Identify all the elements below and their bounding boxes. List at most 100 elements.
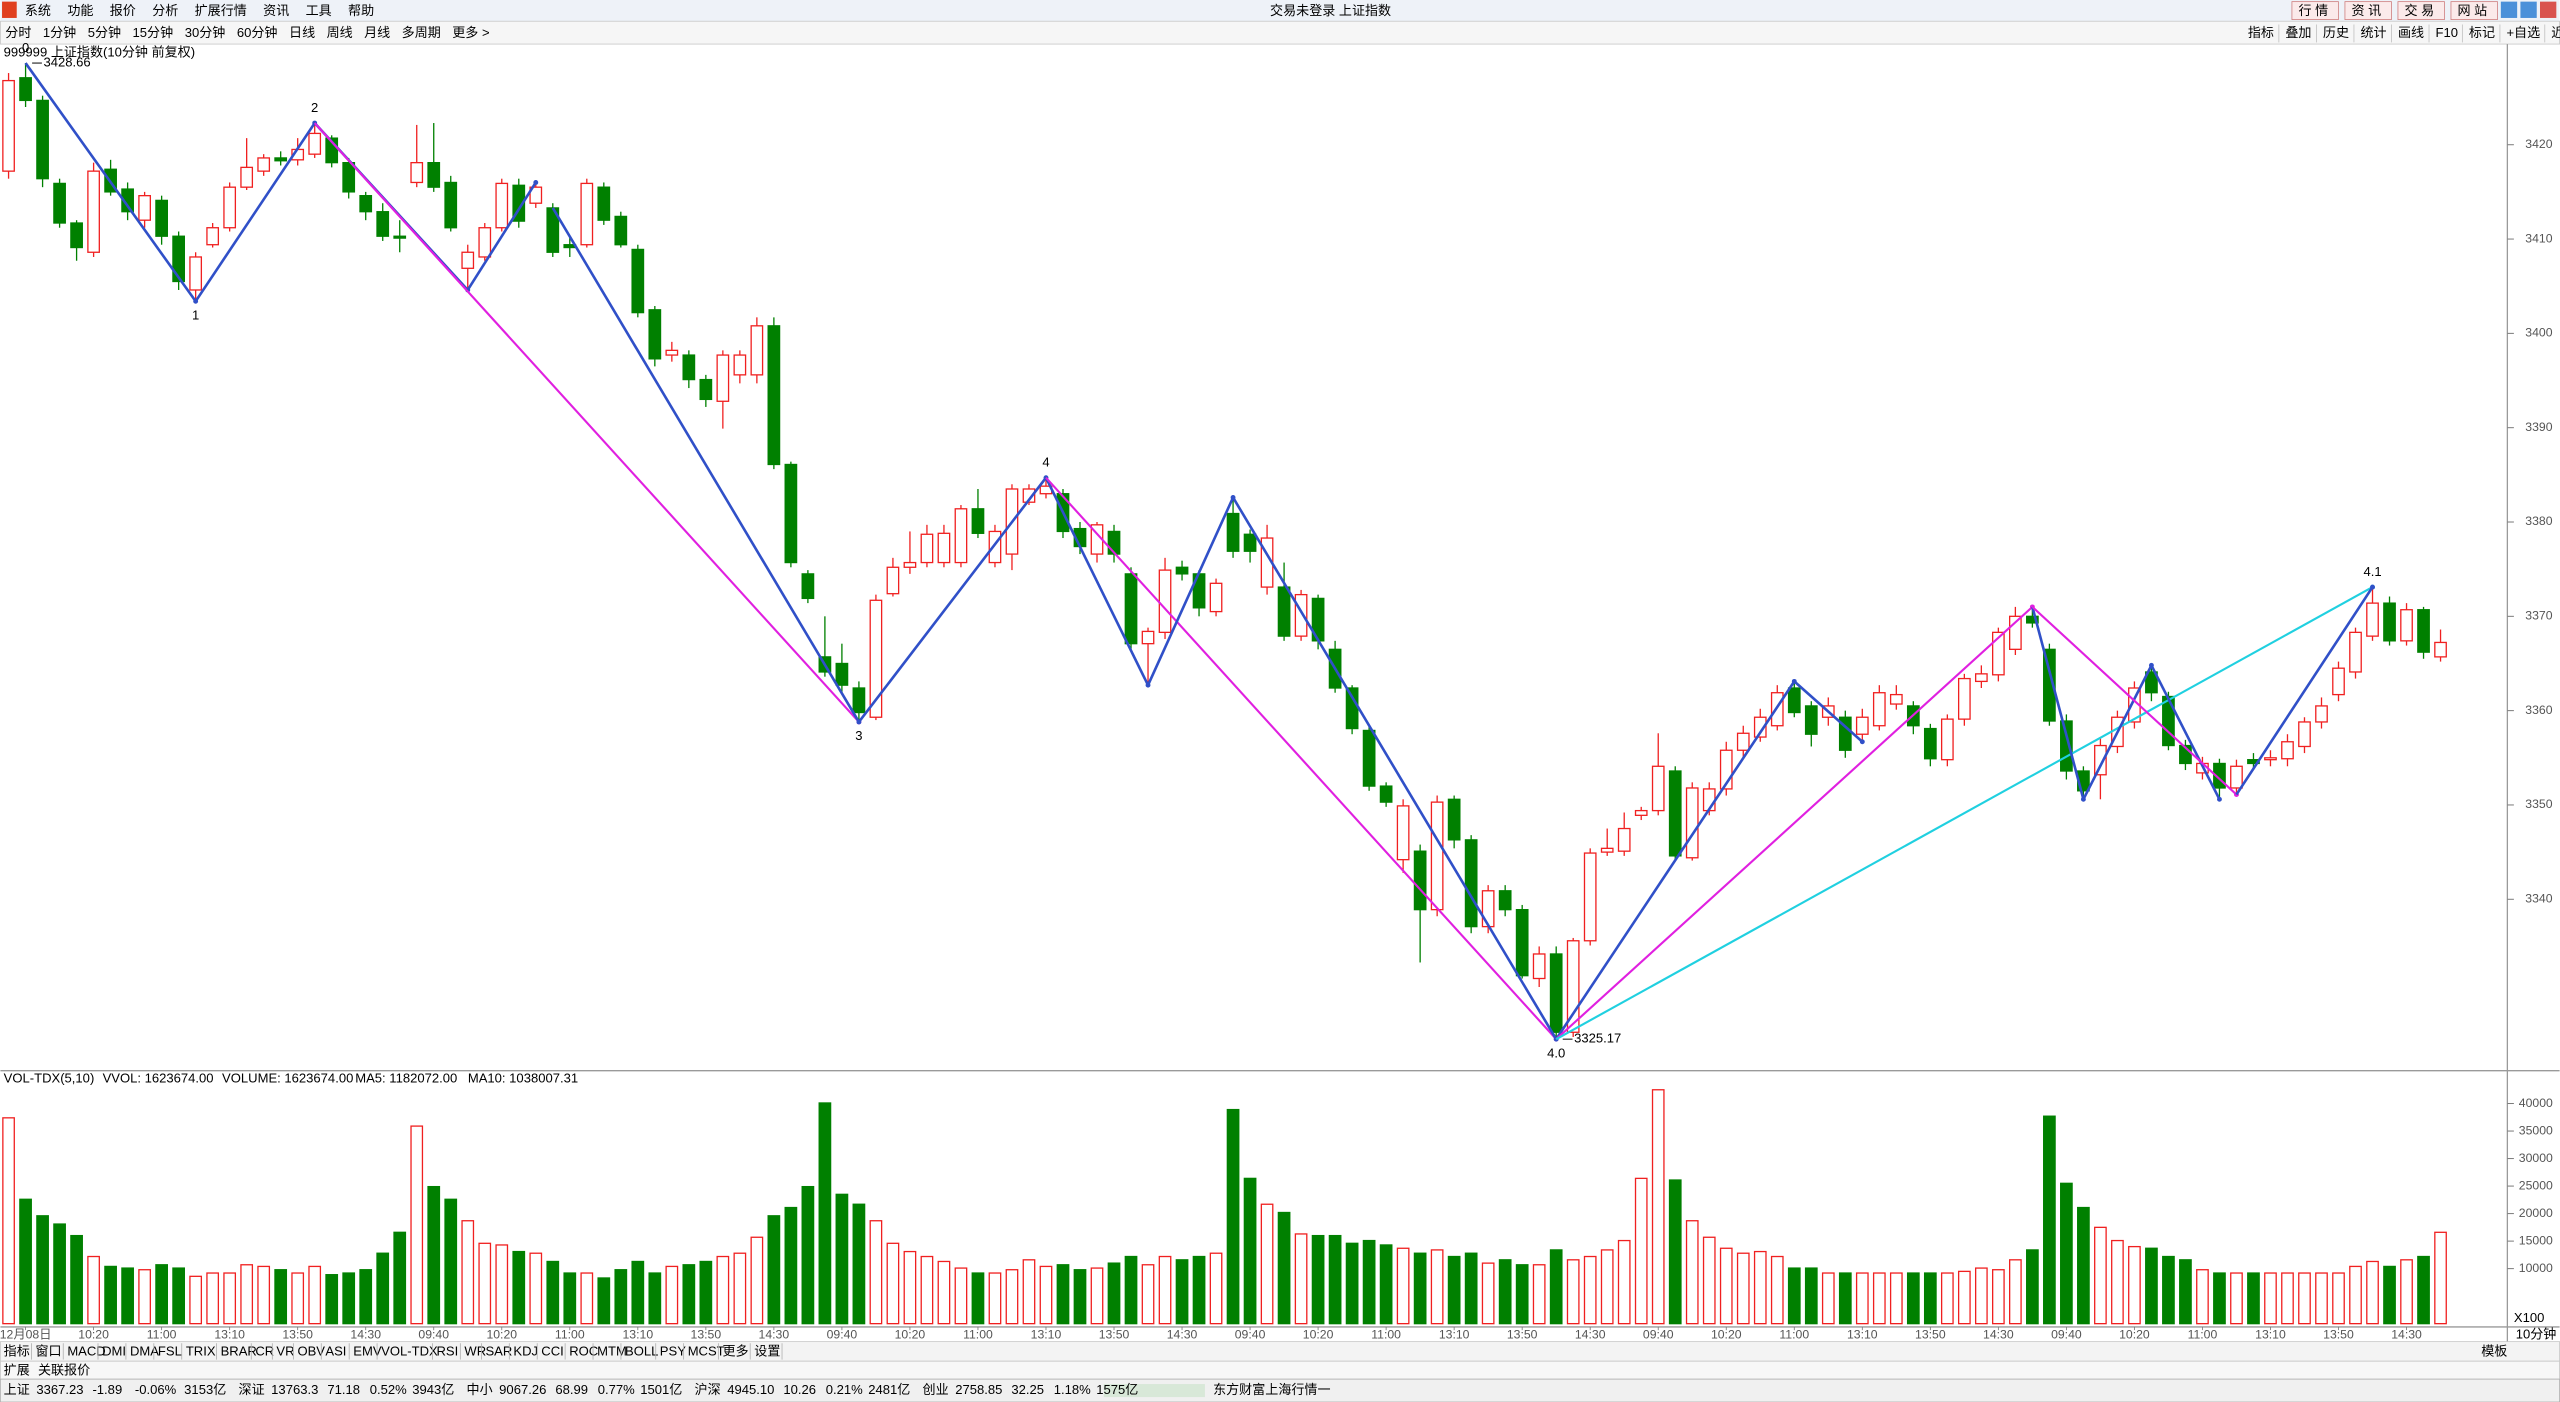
indicator-tab[interactable]: BRAR [221,1344,257,1359]
menu-item[interactable]: 报价 [110,3,136,18]
indicator-tab[interactable]: CR [255,1344,274,1359]
tool-button[interactable]: +自选 [2506,25,2540,40]
period-tab[interactable]: 5分钟 [88,25,121,40]
top-button[interactable] [2397,1,2445,20]
y-tick-label: 3350 [2525,797,2552,811]
menu-item[interactable]: 扩展行情 [195,3,247,18]
wave-label: 4.1 [2363,564,2381,579]
tool-button[interactable]: 标记 [2469,25,2495,40]
candle-body [1141,630,1155,645]
bottom-tab[interactable]: 扩展 [4,1362,30,1377]
period-tab[interactable]: 60分钟 [237,25,278,40]
indicator-tab[interactable]: BOLL [625,1344,658,1359]
period-tab[interactable]: 15分钟 [133,25,174,40]
menu-item[interactable]: 功能 [67,3,93,18]
indicator-tab[interactable]: KDJ [513,1344,538,1359]
indicator-tab[interactable]: ASI [325,1344,346,1359]
candle-body [2332,667,2345,696]
period-tab[interactable]: 多周期 [402,25,441,40]
candle-body [852,687,866,714]
candle-body [376,211,390,237]
indicator-tab[interactable]: FSL [158,1344,182,1359]
wave-line [2031,606,2238,796]
indicator-tab[interactable]: VR [276,1344,294,1359]
indicator-tab[interactable]: 更多 [722,1344,748,1359]
minimize-button[interactable] [2500,1,2518,18]
tool-button[interactable]: 统计 [2360,25,2386,40]
maximize-button[interactable] [2520,1,2537,18]
top-button[interactable] [2344,1,2392,20]
volume-bar [1107,1262,1121,1325]
indicator-tab[interactable]: DMA [130,1344,159,1359]
volume-bar [2332,1272,2345,1325]
volume-bar [495,1244,509,1325]
candle-body [1413,850,1427,911]
period-tab[interactable]: 30分钟 [185,25,226,40]
indicator-tab[interactable]: 设置 [754,1344,780,1359]
menu-item[interactable]: 帮助 [348,3,374,18]
indicator-tab[interactable]: RSI [437,1344,459,1359]
volume-bar [1685,1220,1699,1325]
volume-bar [1277,1211,1291,1325]
tool-button[interactable]: 历史 [2323,25,2349,40]
period-tab[interactable]: 更多 > [452,25,489,40]
menu-item[interactable]: 资讯 [263,3,289,18]
volume-bar [155,1264,168,1325]
y-tick-label: 3340 [2525,892,2552,906]
x-tick-label: 13:10 [214,1327,245,1341]
template-button[interactable]: 模板 [2481,1344,2507,1359]
volume-bar [852,1203,866,1325]
volume-bar [1804,1267,1818,1325]
x-tick-label: 13:10 [2255,1327,2286,1341]
top-button-label[interactable]: 网 站 [2457,3,2487,18]
y-tick-label: 35000 [2519,1123,2553,1137]
volume-bar [1430,1249,1444,1325]
close-button[interactable] [2540,1,2557,18]
indicator-tab[interactable]: EMV [353,1344,382,1359]
bottom-tab[interactable]: 关联报价 [38,1362,90,1377]
top-button-label[interactable]: 行 情 [2298,3,2328,18]
indicator-tab[interactable]: WR [464,1344,486,1359]
tool-button[interactable]: 画线 [2398,25,2424,40]
period-tab[interactable]: 日线 [289,25,315,40]
indicator-tab[interactable]: ROC [569,1344,598,1359]
top-button-label[interactable]: 资 讯 [2351,3,2381,18]
indicator-tab[interactable]: MTM [597,1344,627,1359]
indicator-tab[interactable]: MCST [688,1344,725,1359]
indicator-tab[interactable]: DMI [102,1344,126,1359]
indicator-tab[interactable]: CCI [541,1344,563,1359]
volume-bar [1821,1272,1835,1325]
top-button[interactable] [2291,1,2339,20]
volume-bar [869,1220,883,1325]
indicator-tab[interactable]: VOL-TDX [381,1344,438,1359]
tool-button[interactable]: 叠加 [2285,25,2311,40]
menu-item[interactable]: 工具 [306,3,332,18]
top-button[interactable] [2450,1,2498,20]
menu-item[interactable]: 分析 [152,3,178,18]
x-tick-label: 10:20 [1303,1327,1334,1341]
period-tab[interactable]: 月线 [364,25,390,40]
x-tick-label: 11:00 [963,1327,993,1341]
tool-button[interactable]: 近期 [2551,25,2560,40]
period-tab[interactable]: 周线 [327,25,353,40]
indicator-tab[interactable]: SAR [485,1344,512,1359]
candle-body [2230,765,2243,789]
top-button-label[interactable]: 交 易 [2404,3,2434,18]
y-tick-label: 15000 [2519,1233,2553,1247]
indicator-tab[interactable]: 窗口 [36,1344,62,1359]
tool-button[interactable]: F10 [2436,25,2458,40]
indicator-tab[interactable]: OBV [297,1344,325,1359]
indicator-tab[interactable]: MACD [67,1344,105,1359]
status-pct: 0.52% [370,1382,407,1397]
candle-body [1243,533,1257,552]
tool-button[interactable]: 指标 [2248,25,2274,40]
candle-body [1668,770,1682,857]
menu-item[interactable]: 系统 [25,3,51,18]
volume-bar [410,1125,424,1325]
period-tab[interactable]: 分时 [5,25,31,40]
indicator-tab[interactable]: TRIX [186,1344,216,1359]
period-tab[interactable]: 1分钟 [43,25,76,40]
volume-bar [784,1206,798,1325]
indicator-tab[interactable]: PSY [660,1344,686,1359]
indicator-tab[interactable]: 指标 [4,1344,30,1359]
